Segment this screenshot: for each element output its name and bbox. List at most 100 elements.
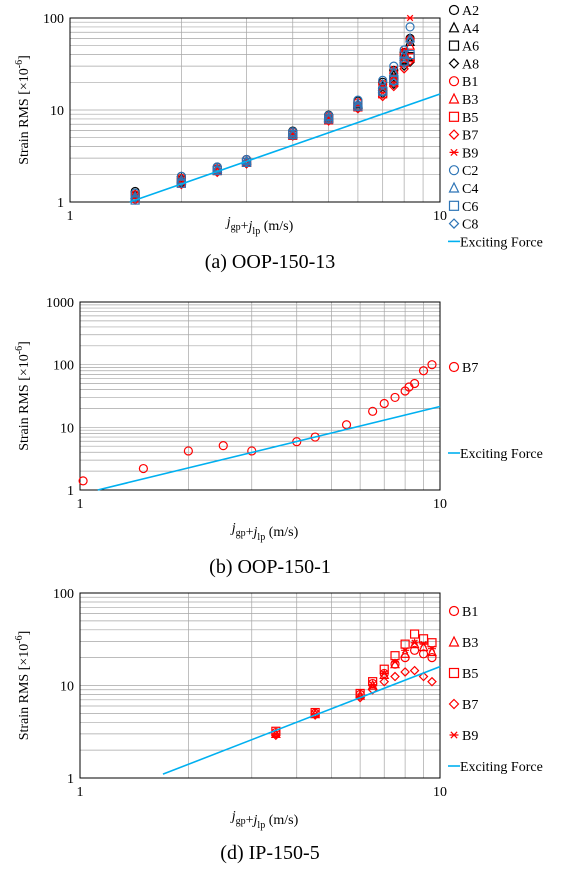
legend-label: B7	[462, 698, 478, 713]
legend-marker	[448, 21, 460, 33]
point-c2	[389, 61, 399, 71]
point-b9	[368, 681, 377, 688]
legend-label: B3	[462, 636, 478, 651]
legend-marker	[449, 731, 459, 739]
legend-label: C2	[462, 164, 478, 179]
plot-frame	[79, 592, 441, 779]
y-tick-label: 10	[60, 421, 74, 436]
exciting-force-line	[162, 665, 441, 775]
point-b7	[138, 463, 148, 474]
legend-label: B7	[462, 361, 478, 376]
legend-marker	[448, 361, 460, 373]
y-tick-label: 10	[50, 104, 64, 119]
chart-caption: (a) OOP-150-13	[205, 251, 336, 273]
legend-marker	[448, 218, 460, 229]
legend: B7 Exciting Force	[448, 361, 543, 462]
point-b7	[379, 676, 390, 687]
chart-1: 1 10 100 1 10 Strain RMS [×10-6] jgp+jlp (m/s)…	[14, 4, 543, 273]
x-tick-label: 10	[433, 785, 447, 800]
legend-marker	[449, 148, 459, 156]
point-c6	[130, 195, 140, 205]
x-tick-label: 10	[433, 497, 447, 512]
point-b7	[368, 406, 378, 416]
point-b7	[183, 446, 193, 456]
point-c8	[353, 102, 363, 112]
point-c2	[405, 22, 415, 32]
x-axis-label: jgp+jlp (m/s)	[225, 215, 294, 237]
legend-marker	[448, 181, 460, 193]
legend-marker	[448, 605, 460, 617]
exciting-force-line	[97, 405, 441, 491]
y-tick-label: 100	[43, 12, 64, 27]
data-marks	[129, 14, 441, 205]
legend-label: B5	[462, 111, 478, 126]
chart-caption: (d) IP-150-5	[220, 842, 319, 864]
point-b3	[405, 39, 416, 50]
y-tick-label: 10	[60, 680, 74, 695]
legend-label: B9	[462, 729, 478, 744]
point-b7	[400, 667, 410, 677]
chart-2: 1 10 100 1000 1 10 Strain RMS [×10-6] jgp+jlp (…	[14, 296, 543, 578]
point-b9	[427, 645, 436, 652]
chart-3: 1 10 100 1 10 Strain RMS [×10-6] jgp+jlp (m/s)…	[14, 587, 543, 864]
legend: B1 B3 B5 B7 B9 Exciting Force	[448, 605, 543, 775]
point-c8	[377, 87, 388, 98]
y-axis-label: Strain RMS [×10-6]	[14, 55, 32, 165]
y-tick-label: 1	[67, 484, 74, 499]
point-b7	[390, 392, 400, 403]
legend-marker	[448, 667, 460, 679]
point-b1	[427, 653, 437, 663]
point-c4	[323, 111, 334, 122]
point-c2	[353, 95, 363, 105]
point-b1	[409, 645, 420, 655]
plot-frame	[69, 17, 441, 203]
point-c8	[405, 36, 415, 47]
y-axis-label: Strain RMS [×10-6]	[14, 631, 32, 741]
plot-frame	[79, 301, 441, 491]
y-tick-label: 1000	[46, 296, 74, 311]
point-b7	[418, 366, 429, 376]
point-c8	[176, 177, 187, 187]
legend-marker	[448, 129, 460, 140]
y-tick-label: 1	[67, 772, 74, 787]
legend: A2 A4 A6 A8 B1 B3 B5 B7 B9 C2 C4 C6 C8 Exciting Force	[448, 4, 543, 250]
point-b1	[405, 35, 415, 45]
y-tick-label: 100	[53, 587, 74, 602]
point-b7	[367, 684, 378, 695]
grid	[80, 302, 440, 490]
point-b5	[400, 639, 410, 649]
grid	[70, 18, 440, 202]
data-marks	[78, 360, 441, 491]
chart-caption: (b) OOP-150-1	[209, 556, 331, 578]
legend-label: A8	[462, 57, 479, 72]
legend-label: C8	[462, 218, 478, 233]
legend-label: C6	[462, 200, 478, 215]
legend-marker	[448, 200, 460, 211]
legend-label: A4	[462, 22, 479, 37]
legend-marker	[448, 40, 460, 51]
point-c4	[352, 97, 363, 108]
y-axis-label: Strain RMS [×10-6]	[14, 341, 32, 451]
legend-label: A6	[462, 40, 479, 55]
point-c6	[389, 75, 399, 85]
point-b5	[310, 707, 320, 718]
point-b3	[409, 638, 420, 649]
point-c8	[388, 77, 399, 88]
point-b9	[271, 730, 280, 738]
point-b1	[418, 649, 429, 659]
legend-label: B5	[462, 667, 478, 682]
point-b3	[427, 646, 437, 657]
point-b7	[427, 676, 437, 687]
point-b7	[323, 116, 334, 126]
point-b9	[391, 658, 400, 666]
point-c2	[399, 45, 409, 55]
point-c2	[176, 171, 186, 181]
point-b5	[390, 651, 400, 661]
legend-marker	[448, 92, 460, 104]
point-b7	[388, 81, 399, 92]
legend-marker	[448, 698, 460, 710]
point-b9	[419, 640, 428, 648]
point-c8	[323, 114, 334, 125]
exciting-force-line	[129, 93, 441, 203]
